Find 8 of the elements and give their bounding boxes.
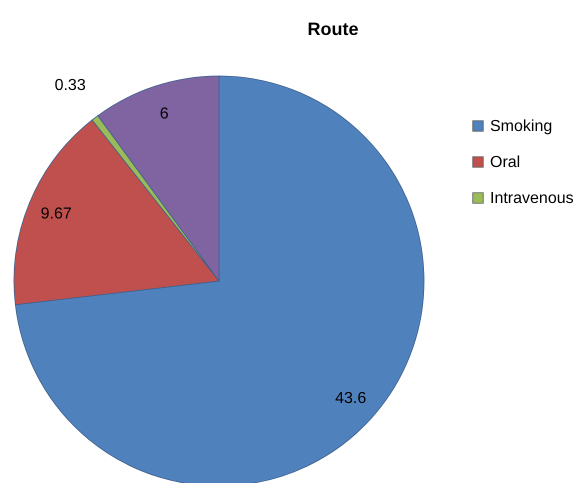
legend-label: Oral — [490, 154, 520, 171]
data-label: 43.6 — [335, 390, 366, 408]
data-label: 0.33 — [54, 77, 86, 94]
legend-label: Smoking — [490, 118, 552, 135]
data-label: 9.67 — [40, 205, 72, 222]
data-label: 6 — [160, 105, 169, 122]
chart-title: Route — [308, 19, 358, 39]
legend-label: Intravenous — [490, 190, 574, 207]
